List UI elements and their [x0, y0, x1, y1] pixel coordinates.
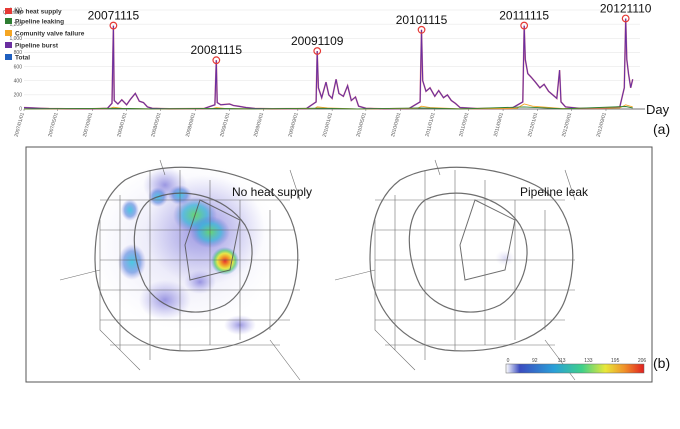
colorbar-tick-label: 0	[507, 358, 510, 364]
y-tick-label: 200	[14, 93, 23, 99]
colorbar-tick-label: 206	[638, 358, 647, 364]
colorbar-tick-label: 195	[611, 358, 620, 364]
colorbar-ticks: 0 92 113 133 195 206	[507, 358, 647, 364]
legend-swatch-valve-failure	[5, 30, 12, 36]
y-tick-label: 800	[14, 50, 23, 56]
legend-swatch-pipeline-leaking	[5, 18, 12, 24]
map-no-heat-supply: No heat supply	[59, 159, 312, 381]
colorbar-tick-label: 92	[532, 358, 538, 364]
legend-swatch-total	[5, 54, 12, 60]
heat-blob	[495, 250, 515, 266]
peak-label: 20081115	[191, 43, 243, 57]
x-tick-label: 2008/09/01	[185, 112, 197, 138]
legend-swatch-pipeline-burst	[5, 42, 12, 48]
x-tick-label: 2008/05/01	[150, 112, 162, 138]
peak-label: 20071115	[88, 9, 140, 23]
panel-label-b: (b)	[653, 355, 670, 371]
peak-label: 20121110	[600, 1, 652, 15]
x-tick-labels: 2007/01/01 2007/05/01 2007/09/01 2008/01/01…	[14, 109, 608, 138]
colorbar-tick-label: 113	[558, 358, 566, 364]
series-line-pipeline-burst	[23, 18, 634, 110]
map-title-no-heat-supply: No heat supply	[232, 185, 312, 199]
map-pipeline-leak: Pipeline leak	[334, 159, 589, 381]
x-tick-label: 2010/05/01	[356, 112, 368, 138]
peak-markers: 20071115 20081115 20091109 20101115 20111115…	[88, 1, 652, 65]
heat-blob	[118, 244, 146, 280]
peak-circle	[417, 25, 426, 34]
road-network-right	[334, 159, 576, 381]
peak-label: 20091109	[291, 34, 344, 48]
x-tick-label: 2009/05/01	[253, 112, 265, 138]
x-tick-label: 2008/01/01	[116, 112, 128, 138]
peak-circle	[621, 14, 630, 23]
y-tick-label: 600	[14, 64, 23, 70]
y-tick-label: 400	[14, 78, 23, 84]
x-tick-label: 2012/09/01	[596, 112, 608, 138]
heat-blob	[211, 247, 239, 275]
x-axis-label: Day	[646, 102, 670, 117]
peak-label: 20111115	[499, 9, 549, 23]
x-tick-label: 2007/09/01	[82, 112, 94, 138]
colorbar-tick-label: 133	[584, 358, 593, 364]
peak-circle	[520, 21, 529, 30]
heat-blob	[139, 280, 191, 320]
legend-item-pipeline-leaking: Pipeline leaking	[15, 19, 64, 26]
y-tick-label: 1,400	[9, 8, 22, 14]
heat-blob	[121, 199, 139, 221]
peak-circle	[212, 56, 221, 65]
series-lines	[23, 18, 634, 110]
map-title-pipeline-leak: Pipeline leak	[520, 185, 589, 199]
y-axis-label: Quantity	[3, 10, 22, 16]
x-tick-label: 2010/09/01	[390, 112, 402, 138]
legend-item-total: Total	[15, 55, 30, 62]
legend-item-pipeline-burst: Pipeline burst	[15, 43, 59, 50]
y-tick-label: 1,200	[9, 22, 22, 28]
peak-label: 20101115	[396, 13, 448, 27]
x-tick-label: 2007/01/01	[14, 112, 26, 138]
series-line-pipeline-leaking	[23, 106, 633, 110]
y-tick-labels: 0 200 400 600 800 1,000 1,200 1,400	[9, 8, 22, 113]
x-tick-label: 2012/05/01	[561, 112, 573, 138]
x-tick-label: 2009/09/01	[287, 112, 299, 138]
panel-a: Quantity 0 200 400 600 800 1,000 1,200 1,400 20…	[3, 1, 670, 137]
legend-item-valve-failure: Comunity valve failure	[15, 31, 85, 38]
panel-b: No heat supply Pipeline leak 0 92 113 133 19…	[25, 146, 670, 383]
x-tick-label: 2010/01/01	[322, 112, 334, 138]
legend-item-no-heat-supply: No heat supply	[15, 9, 62, 16]
y-tick-label: 0	[19, 107, 22, 113]
peak-circle	[313, 47, 322, 55]
y-tick-label: 1,000	[9, 36, 22, 42]
panel-label-a: (a)	[653, 121, 670, 137]
x-tick-label: 2011/01/01	[425, 112, 437, 138]
road-network-left	[59, 159, 301, 381]
x-tick-label: 2012/01/01	[527, 112, 539, 138]
colorbar-gradient	[505, 363, 645, 374]
x-tick-label: 2011/05/01	[458, 112, 470, 138]
peak-circle	[109, 21, 118, 30]
series-line-no-heat-supply	[23, 18, 634, 110]
legend-swatch-no-heat-supply	[5, 8, 12, 14]
x-tick-label: 2007/05/01	[47, 112, 59, 138]
colorbar: 0 92 113 133 195 206	[505, 358, 647, 374]
x-tick-label: 2011/09/01	[493, 112, 505, 138]
legend: No heat supply Pipeline leaking Comunity…	[5, 8, 85, 62]
x-tick-label: 2009/01/01	[219, 112, 231, 138]
